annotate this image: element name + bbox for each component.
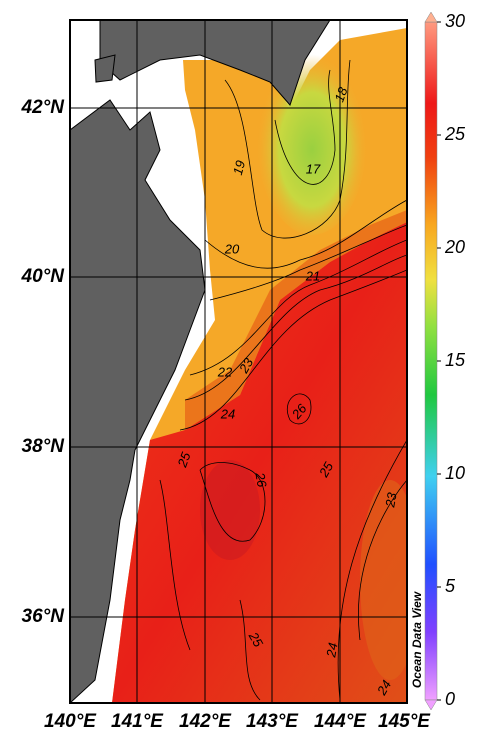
lon-label: 141°E: [111, 711, 164, 732]
contour-label: 22: [217, 364, 233, 379]
graticule: [70, 20, 407, 703]
contour-label: 26: [252, 470, 270, 489]
lon-label: 144°E: [314, 711, 367, 732]
lat-label: 38°N: [22, 436, 66, 457]
frontal-band: [185, 210, 407, 430]
land-island: [94, 54, 116, 83]
contour-label: 23: [382, 491, 400, 510]
contour-label: 25: [315, 459, 336, 481]
lon-label: 145°E: [378, 711, 431, 732]
colorbar-min-arrow: [424, 699, 438, 711]
map-frame: [69, 19, 408, 704]
lat-label: 36°N: [22, 606, 66, 627]
lat-label: 40°N: [21, 266, 66, 287]
colorbar-tick-label: 0: [445, 689, 455, 709]
lon-label: 142°E: [179, 711, 232, 732]
warm-core: [200, 460, 260, 560]
contour-label: 24: [323, 641, 340, 659]
colorbar-tick-label: 5: [445, 576, 456, 596]
colorbar-tick-label: 25: [444, 124, 466, 144]
colorbar-max-arrow: [424, 11, 438, 23]
lat-label: 42°N: [21, 97, 66, 118]
contour-label: 25: [245, 629, 266, 651]
southeast-cooler: [360, 480, 407, 680]
contour-label: 20: [224, 241, 240, 256]
map-area: 19 20 21 22 23 24 26 25 26 25 23 25 24 2…: [70, 20, 407, 703]
colorbar-tick-label: 20: [444, 237, 465, 257]
colorbar-tick-label: 10: [445, 463, 465, 483]
contour-label: 24: [373, 677, 394, 698]
contour-label: 25: [174, 450, 194, 470]
contour-label: 17: [306, 161, 321, 176]
contour-label: 21: [305, 268, 320, 283]
ocean-field-south: [112, 222, 407, 703]
lon-label: 140°E: [44, 711, 97, 732]
watermark: Ocean Data View: [410, 591, 424, 688]
colorbar-tick-label: 30: [445, 11, 465, 31]
contour-label: 18: [331, 85, 350, 104]
contours: [159, 59, 407, 701]
contour-label: 23: [235, 355, 256, 377]
contour-label: 19: [230, 159, 248, 177]
colorbar: [424, 21, 438, 701]
colorbar-tick-label: 15: [445, 350, 466, 370]
contour-label: 24: [220, 406, 235, 421]
lon-label: 143°E: [246, 711, 299, 732]
